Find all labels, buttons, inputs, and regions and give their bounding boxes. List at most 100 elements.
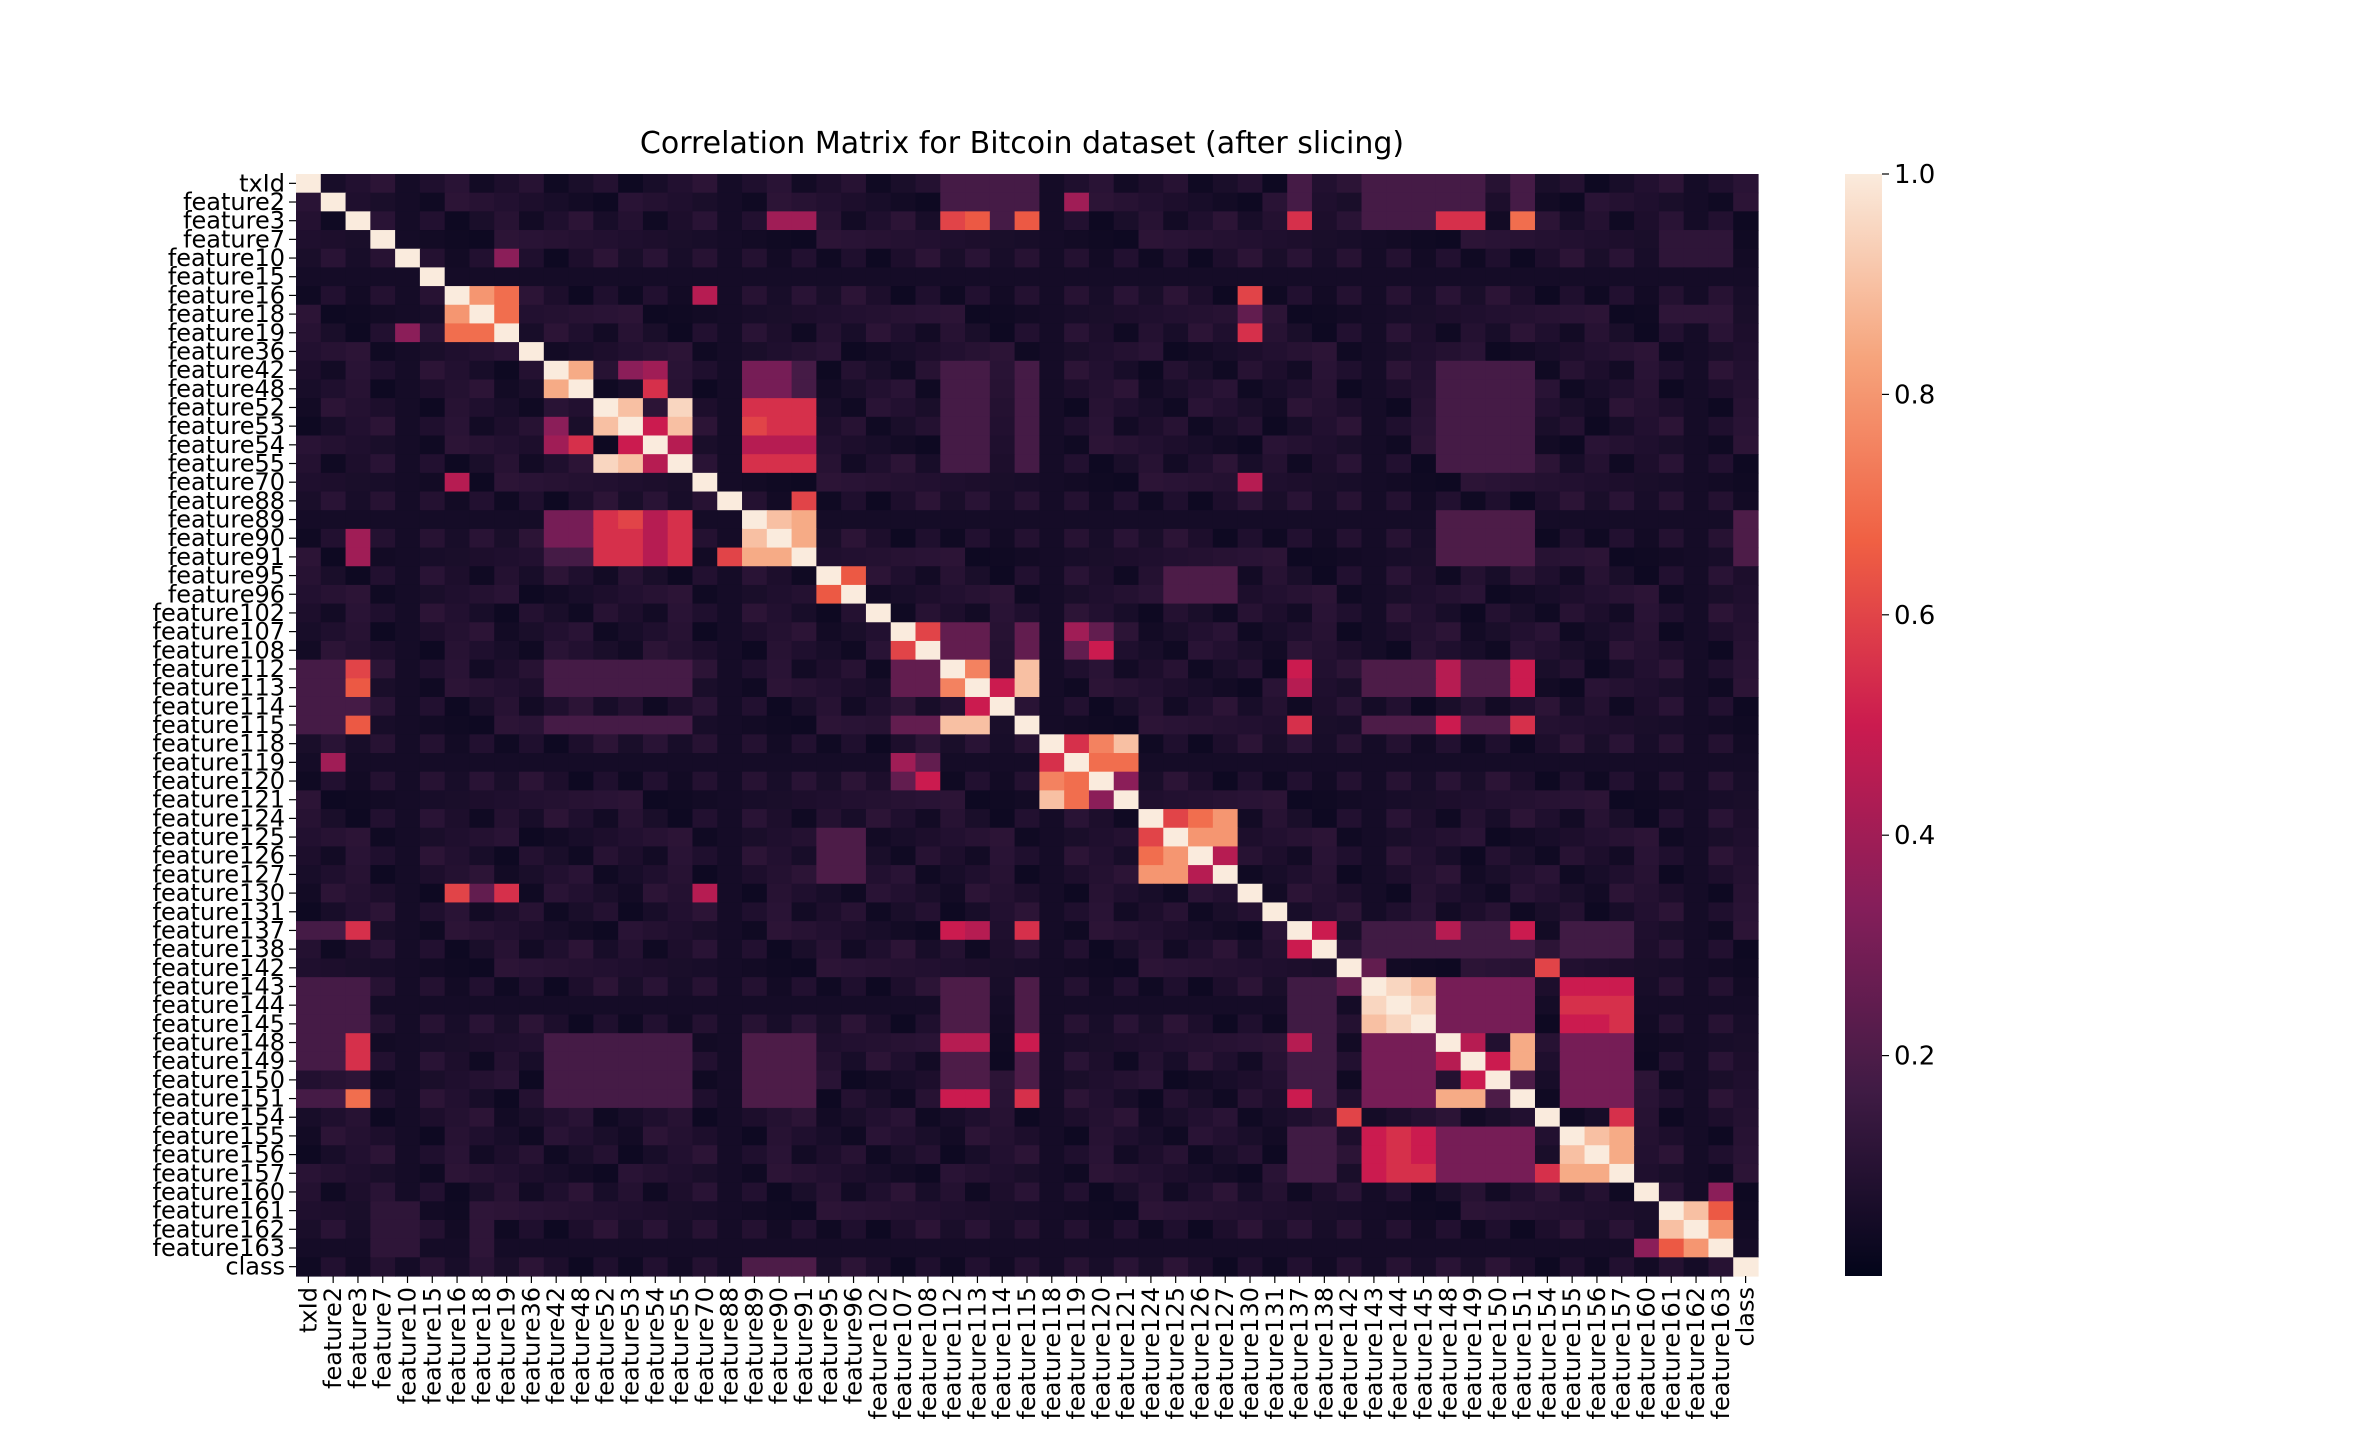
heatmap-cell [1113,883,1140,904]
heatmap-cell [1733,902,1759,922]
x-tick-label: feature36 [517,1287,545,1404]
heatmap-cell [593,1089,619,1109]
heatmap-cell [1634,379,1660,399]
heatmap-cell [1237,211,1264,231]
heatmap-cell [692,865,718,885]
heatmap-cell [1361,753,1387,773]
heatmap-cell [1163,902,1189,922]
heatmap-cell [618,603,644,623]
heatmap-cell [766,584,793,605]
heatmap-cell [1559,753,1586,773]
heatmap-cell [965,603,991,623]
heatmap-cell [1683,1107,1710,1128]
heatmap-cell [469,192,495,212]
heatmap-cell [1039,1163,1065,1184]
heatmap-cell [1386,342,1412,362]
heatmap-cell [419,379,446,399]
heatmap-cell [1287,995,1313,1016]
heatmap-cell [494,1163,520,1184]
heatmap-cell [1163,958,1189,978]
heatmap-cell [1510,435,1536,455]
heatmap-cell [766,174,793,194]
heatmap-cell [1336,267,1363,287]
heatmap-cell [320,865,347,885]
heatmap-cell [1212,1257,1239,1277]
heatmap-cell [742,435,768,455]
heatmap-cell [469,659,495,679]
heatmap-cell [642,753,669,773]
heatmap-cell [766,939,793,960]
heatmap-cell [419,902,446,922]
heatmap-cell [543,1089,570,1109]
heatmap-cell [1262,603,1288,623]
heatmap-cell [1510,323,1536,343]
heatmap-cell [667,603,694,623]
heatmap-cell [345,827,371,848]
heatmap-cell [667,323,694,343]
heatmap-cell [1014,379,1040,399]
heatmap-cell [1287,1257,1313,1277]
heatmap-cell [1113,1257,1140,1277]
heatmap-cell [1163,1051,1189,1072]
heatmap-cell [915,846,941,866]
heatmap-cell [1411,1051,1437,1072]
heatmap-cell [1014,1014,1040,1034]
heatmap-cell [1014,846,1040,866]
heatmap-cell [1237,883,1264,904]
heatmap-cell [1336,1145,1363,1165]
heatmap-cell [1708,995,1734,1016]
heatmap-cell [1138,939,1164,960]
heatmap-cell [1287,958,1313,978]
heatmap-cell [890,995,917,1016]
heatmap-cell [1212,921,1239,941]
heatmap-cell [296,342,322,362]
heatmap-cell [370,1163,396,1184]
heatmap-cell [1163,584,1189,605]
heatmap-cell [766,1163,793,1184]
heatmap-cell [1088,977,1115,997]
heatmap-cell [593,678,619,698]
heatmap-cell [345,1145,371,1165]
heatmap-cell [816,230,842,250]
heatmap-cell [419,771,446,791]
heatmap-cell [1460,883,1487,904]
heatmap-cell [1311,1163,1338,1184]
heatmap-cell [890,1238,917,1258]
heatmap-cell [1088,491,1115,511]
heatmap-cell [940,622,966,642]
heatmap-cell [395,454,421,474]
heatmap-cell [692,939,718,960]
heatmap-cell [1361,174,1387,194]
heatmap-cell [1287,547,1313,567]
heatmap-cell [1064,528,1090,549]
heatmap-cell [568,360,594,381]
heatmap-cell [469,1051,495,1072]
heatmap-cell [1138,174,1164,194]
heatmap-cell [965,715,991,735]
heatmap-cell [1014,286,1040,306]
heatmap-cell [1460,192,1487,212]
heatmap-cell [593,1033,619,1053]
heatmap-cell [1311,995,1338,1016]
heatmap-cell [1336,865,1363,885]
heatmap-cell [989,715,1016,735]
heatmap-cell [296,696,322,717]
heatmap-cell [1411,678,1437,698]
y-tick-label: feature160 [153,1178,285,1206]
heatmap-cell [519,1163,545,1184]
y-tick-label: feature148 [153,1029,285,1057]
heatmap-cell [890,379,917,399]
heatmap-cell [519,1070,545,1090]
heatmap-cell [1584,640,1610,661]
heatmap-cell [296,865,322,885]
heatmap-cell [1064,1238,1090,1258]
heatmap-cell [1584,1145,1610,1165]
heatmap-cell [1708,659,1734,679]
heatmap-cell [395,547,421,567]
heatmap-cell [667,995,694,1016]
heatmap-cell [766,1014,793,1034]
heatmap-cell [1088,211,1115,231]
heatmap-cell [1733,1126,1759,1146]
heatmap-cell [766,1219,793,1240]
heatmap-cell [1733,1163,1759,1184]
